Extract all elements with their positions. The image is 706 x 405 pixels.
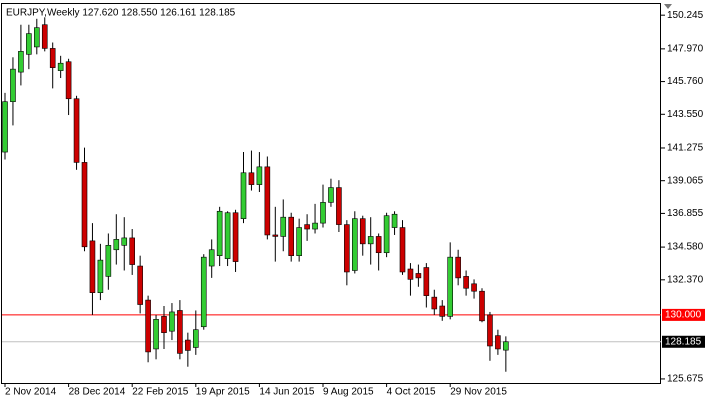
y-tick-label: 139.065 <box>667 175 704 186</box>
candle-body <box>375 236 382 254</box>
candle-body <box>495 335 501 350</box>
candle-body <box>280 216 287 237</box>
y-tick-label: 132.370 <box>667 274 704 285</box>
candle-body <box>471 283 477 292</box>
candle-body <box>129 237 135 265</box>
candle-body <box>10 68 16 103</box>
level-label: 130.000 <box>665 310 702 321</box>
candle-body <box>177 310 183 354</box>
candle-body <box>113 239 120 251</box>
candle-body <box>312 222 318 230</box>
candle-body <box>479 290 485 322</box>
candle-body <box>463 276 469 289</box>
y-tick-label: 147.970 <box>667 43 704 54</box>
candle-body <box>336 187 342 225</box>
candle-body <box>264 166 271 236</box>
candle-body <box>137 265 143 305</box>
candle-body <box>423 267 430 296</box>
x-tick-label: 22 Feb 2015 <box>132 387 189 398</box>
candle-body <box>89 240 96 293</box>
candle-body <box>224 212 231 259</box>
candle-body <box>200 256 207 328</box>
candle-body <box>153 319 159 350</box>
candle-body <box>208 249 215 267</box>
candle-body <box>145 299 151 353</box>
y-tick-label: 145.760 <box>667 76 704 87</box>
x-tick-label: 19 Apr 2015 <box>196 387 250 398</box>
candle-body <box>320 202 326 224</box>
y-tick-label: 125.675 <box>667 374 704 385</box>
y-tick-label: 150.245 <box>667 10 704 21</box>
candle-body <box>26 33 32 55</box>
candle-body <box>383 215 390 254</box>
level-label-box <box>662 335 705 348</box>
y-tick-label: 136.855 <box>667 208 704 219</box>
candle-body <box>328 187 334 203</box>
candle-body <box>391 213 398 228</box>
candle-body <box>272 234 279 237</box>
candle-body <box>105 245 112 277</box>
candle-body <box>256 166 263 185</box>
candle-body <box>415 273 422 279</box>
x-tick-label: 9 Aug 2015 <box>323 387 374 398</box>
plot-frame <box>1 3 661 384</box>
candle-body <box>503 341 509 351</box>
candle-body <box>431 296 438 310</box>
candle-body <box>97 259 104 293</box>
candle-body <box>304 224 310 230</box>
candle-body <box>232 212 239 262</box>
candle-body <box>216 210 223 256</box>
candle-body <box>41 24 48 49</box>
candle-body <box>161 316 167 333</box>
candle-body <box>81 162 88 248</box>
candle-body <box>359 218 366 245</box>
candle-body <box>33 27 40 48</box>
candle-body <box>455 256 461 279</box>
candle-body <box>240 172 247 219</box>
x-tick-label: 4 Oct 2015 <box>387 387 436 398</box>
y-tick-label: 143.550 <box>667 109 704 120</box>
x-tick-label: 2 Nov 2014 <box>5 387 57 398</box>
candle-body <box>344 224 350 273</box>
level-label: 128.185 <box>665 336 702 347</box>
candle-body <box>487 314 493 347</box>
candle-body <box>2 101 8 153</box>
candle-body <box>121 237 128 246</box>
candle-body <box>248 172 255 185</box>
x-tick-label: 14 Jun 2015 <box>259 387 314 398</box>
candle-body <box>296 227 302 256</box>
candle-body <box>288 216 295 256</box>
candle-body <box>73 98 80 163</box>
level-label-box <box>662 308 705 321</box>
candle-body <box>407 268 414 280</box>
candle-body <box>185 339 191 351</box>
y-tick-label: 134.580 <box>667 242 704 253</box>
candle-body <box>351 218 358 271</box>
candle-body <box>193 329 199 348</box>
candle-body <box>447 256 454 317</box>
chart-shift-marker <box>664 4 672 9</box>
candle-body <box>18 51 24 73</box>
x-tick-label: 29 Nov 2015 <box>450 387 507 398</box>
candle-body <box>65 61 72 100</box>
candle-body <box>439 305 446 317</box>
y-tick-label: 141.275 <box>667 143 704 154</box>
chart-title: EURJPY,Weekly 127.620 128.550 126.161 12… <box>6 8 236 19</box>
candle-body <box>49 48 56 68</box>
candle-body <box>57 62 64 71</box>
candle-body <box>367 236 374 245</box>
candle-body <box>399 227 406 273</box>
x-tick-label: 28 Dec 2014 <box>69 387 126 398</box>
candle-body <box>169 311 175 332</box>
